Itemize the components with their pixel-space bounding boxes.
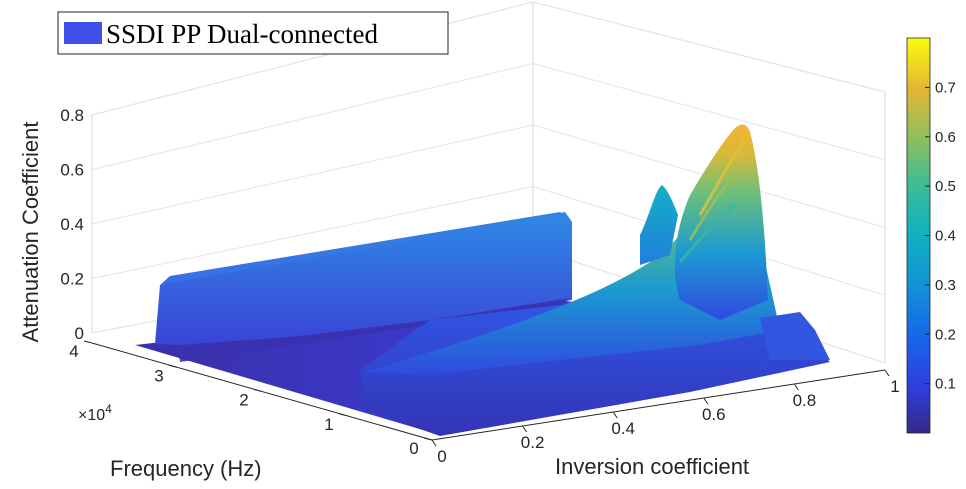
surface-rising-sheet bbox=[365, 130, 780, 375]
y-exponent-base: ×10 bbox=[78, 407, 105, 424]
z-axis-ticks: 0 0.2 0.4 0.6 0.8 bbox=[60, 106, 84, 343]
z-tick-label: 0 bbox=[75, 324, 84, 343]
x-tick-label: 0.6 bbox=[702, 405, 726, 424]
x-tick-mark bbox=[793, 383, 799, 391]
y-tick-label: 0 bbox=[409, 439, 418, 458]
surface-secondary-peak bbox=[640, 185, 678, 265]
x-tick-label: 0.4 bbox=[611, 419, 635, 438]
surface-wave-crest-3 bbox=[678, 203, 736, 263]
legend: SSDI PP Dual-connected bbox=[57, 11, 449, 55]
z-grid-line bbox=[91, 124, 534, 225]
x-tick-mark bbox=[612, 411, 618, 419]
surface-right-tail bbox=[760, 312, 830, 360]
colorbar-ticks: 0.1 0.2 0.3 0.4 0.5 0.6 0.7 bbox=[925, 79, 956, 393]
y-axis-label: Frequency (Hz) bbox=[110, 456, 262, 481]
x-tick-label: 0.8 bbox=[793, 391, 817, 410]
legend-box bbox=[57, 11, 449, 55]
x-tick-label: 0 bbox=[437, 447, 446, 466]
z-tick-label: 0.4 bbox=[60, 215, 84, 234]
y-tick-label: 3 bbox=[154, 366, 163, 385]
y-tick-label: 4 bbox=[69, 342, 78, 361]
surface bbox=[135, 124, 830, 436]
legend-label: SSDI PP Dual-connected bbox=[106, 19, 378, 49]
z-grid-line bbox=[91, 186, 534, 279]
z-tick-label: 0.8 bbox=[60, 106, 84, 125]
colorbar-tick-label: 0.3 bbox=[935, 277, 956, 294]
colorbar: 0.1 0.2 0.3 0.4 0.5 0.6 0.7 bbox=[906, 37, 956, 434]
y-exponent-power: 4 bbox=[105, 402, 112, 416]
z-grid-line bbox=[91, 1, 534, 116]
x-tick-mark bbox=[884, 369, 890, 377]
x-tick-mark bbox=[703, 397, 709, 405]
surface-wave-crest-1 bbox=[698, 139, 747, 216]
y-tick-label: 2 bbox=[239, 391, 248, 410]
colorbar-tick-label: 0.1 bbox=[935, 376, 956, 393]
x-tick-mark bbox=[522, 425, 528, 433]
colorbar-tick-label: 0.4 bbox=[935, 228, 956, 245]
colorbar-tick-label: 0.2 bbox=[935, 326, 956, 343]
surface-ridge-top bbox=[160, 212, 572, 285]
y-axis-line bbox=[91, 342, 433, 441]
x-axis-ticks: 0 0.2 0.4 0.6 0.8 1 bbox=[431, 369, 900, 466]
surface-wave-crest-2 bbox=[688, 168, 742, 241]
legend-swatch bbox=[64, 22, 102, 44]
surface-ridge-side bbox=[155, 212, 572, 345]
z-axis-label: Attenuation Coefficient bbox=[18, 122, 43, 343]
z-grid-line-right bbox=[532, 63, 886, 161]
y-axis-ticks: 0 1 2 3 4 bbox=[69, 340, 433, 458]
x-tick-label: 0.2 bbox=[521, 433, 545, 452]
z-tick-label: 0.2 bbox=[60, 270, 84, 289]
z-grid-line-right bbox=[532, 1, 886, 93]
x-axis-label: Inversion coefficient bbox=[555, 454, 749, 479]
surface-ridge-shadow bbox=[178, 298, 570, 362]
colorbar-tick-label: 0.5 bbox=[935, 178, 956, 195]
x-tick-mark bbox=[431, 439, 437, 447]
colorbar-tick-label: 0.6 bbox=[935, 129, 956, 146]
z-tick-label: 0.6 bbox=[60, 161, 84, 180]
y-tick-label: 1 bbox=[324, 415, 333, 434]
y-exponent: ×104 bbox=[78, 402, 112, 424]
y-tick-mark bbox=[83, 340, 93, 344]
x-tick-label: 1 bbox=[890, 377, 899, 396]
colorbar-tick-label: 0.7 bbox=[935, 79, 956, 96]
x-axis-line bbox=[431, 369, 886, 441]
surface-main-peak bbox=[674, 124, 768, 320]
z-grid-line bbox=[91, 63, 534, 170]
